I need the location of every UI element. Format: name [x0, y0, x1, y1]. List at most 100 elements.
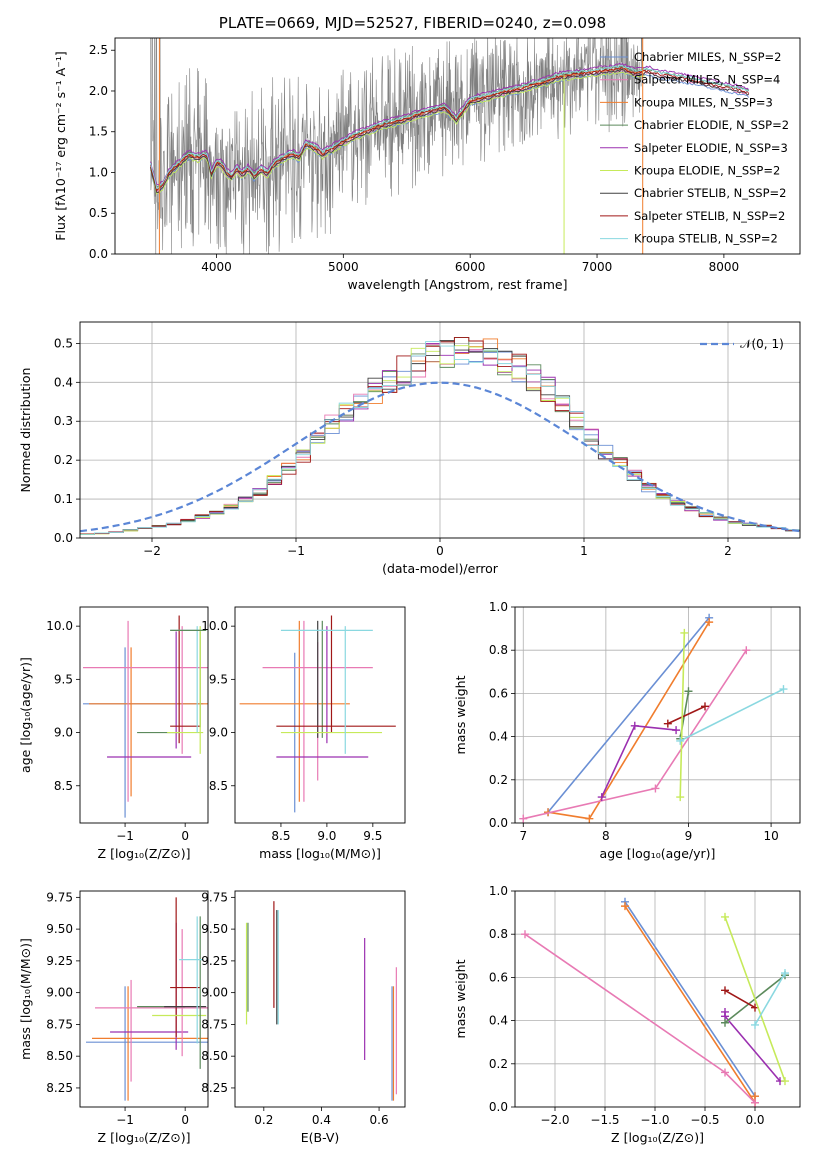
- mass-weight-point: [680, 628, 689, 637]
- mass-weight-point: [676, 793, 685, 802]
- y-tick-label: 2.5: [89, 43, 108, 57]
- residual-histogram: [80, 340, 800, 535]
- plot-area-mass_vs_Z: [86, 897, 208, 1101]
- x-tick-label: −1: [116, 829, 134, 843]
- legend-entry: 𝒩(0, 1): [740, 337, 784, 351]
- y-tick-label: 8.75: [201, 1017, 228, 1031]
- plot-area-weight_vs_age: [515, 607, 800, 823]
- x-axis-label: (data-model)/error: [382, 561, 499, 576]
- y-tick-label: 8.50: [46, 1049, 73, 1063]
- y-tick-label: 10.0: [201, 619, 228, 633]
- axes-weight_vs_Z: −2.0 −1.5 −1.0 −0.5 0.0 0.0 0.2 0.4 0.6 0.8 1.0 Z […: [453, 884, 801, 1145]
- y-tick-label: 9.0: [209, 726, 228, 740]
- mass-weight-point: [781, 969, 789, 978]
- plot-area-spectrum: [150, 38, 750, 254]
- mass-weight-point: [721, 986, 729, 995]
- x-axis-label: E(B-V): [301, 1130, 340, 1145]
- legend-entry: Salpeter MILES, N_SSP=4: [634, 73, 780, 87]
- mass-weight-line: [754, 972, 786, 1026]
- y-tick-label: 2.0: [89, 84, 108, 98]
- x-tick-label: −1: [287, 544, 305, 558]
- y-axis-label: age [log₁₀(age/yr)]: [18, 657, 33, 773]
- y-tick-label: 0.4: [489, 730, 508, 744]
- plot-area-age_vs_Z: [83, 615, 208, 818]
- model-spectrum-line: [150, 64, 750, 189]
- x-tick-label: −1.5: [590, 1113, 619, 1127]
- model-spectrum-line: [150, 71, 646, 195]
- y-tick-label: 0.0: [489, 816, 508, 830]
- mass-weight-point: [721, 1018, 729, 1027]
- mass-weight-point: [751, 1098, 759, 1107]
- legend-entry: Kroupa STELIB, N_SSP=2: [634, 232, 778, 246]
- y-axis-label: mass weight: [453, 675, 468, 754]
- mass-weight-point: [721, 912, 729, 921]
- y-tick-label: 0.8: [489, 927, 508, 941]
- y-tick-label: 9.75: [46, 890, 73, 904]
- mass-weight-point: [676, 736, 685, 745]
- legend-entry: Chabrier STELIB, N_SSP=2: [634, 186, 786, 200]
- mass-weight-point: [663, 719, 672, 728]
- y-tick-label: 0.0: [89, 247, 108, 261]
- y-tick-label: 0.4: [489, 1014, 508, 1028]
- chart-title: PLATE=0669, MJD=52527, FIBERID=0240, z=0…: [219, 14, 606, 32]
- axes-frame: [234, 606, 406, 824]
- x-tick-label: 0: [181, 829, 189, 843]
- y-tick-label: 9.00: [201, 986, 228, 1000]
- mass-weight-point: [779, 685, 788, 694]
- x-tick-label: 4000: [201, 260, 232, 274]
- x-tick-label: 0.0: [745, 1113, 764, 1127]
- mass-weight-point: [721, 1068, 729, 1077]
- mass-weight-line: [724, 916, 786, 1082]
- y-tick-label: 0.3: [54, 414, 73, 428]
- y-tick-label: 0.8: [489, 643, 508, 657]
- y-tick-label: 0.4: [54, 375, 73, 389]
- plot-area-weight_vs_Z: [515, 891, 800, 1107]
- x-axis-label: Z [log₁₀(Z/Z⊙)]: [98, 1130, 191, 1145]
- axes-frame: [79, 321, 801, 539]
- mass-weight-line: [547, 617, 710, 813]
- axes-age_vs_mass: 8.5 9.0 9.5 8.5 9.0 9.5 10.0 mass [log₁₀(M/M⊙)]: [201, 606, 406, 861]
- x-tick-label: 5000: [328, 260, 359, 274]
- axes-frame: [79, 890, 209, 1108]
- y-tick-label: 9.25: [201, 954, 228, 968]
- legend-entry: Chabrier ELODIE, N_SSP=2: [634, 118, 789, 132]
- legend-entry: Kroupa ELODIE, N_SSP=2: [634, 164, 780, 178]
- y-tick-label: 0.1: [54, 492, 73, 506]
- axes-frame: [114, 37, 801, 255]
- residual-histogram: [80, 345, 800, 535]
- axes-frame: [79, 606, 209, 824]
- x-tick-label: −0.5: [690, 1113, 719, 1127]
- x-axis-label: Z [log₁₀(Z/Z⊙)]: [611, 1130, 704, 1145]
- y-tick-label: 0.2: [54, 453, 73, 467]
- mass-weight-point: [630, 721, 639, 730]
- observed-spectrum: [150, 38, 643, 254]
- y-axis-label: Flux [fλ10⁻¹⁷ erg cm⁻² s⁻¹ A⁻¹]: [53, 51, 68, 240]
- x-axis-label: mass [log₁₀(M/M⊙)]: [259, 846, 381, 861]
- y-tick-label: 9.0: [54, 726, 73, 740]
- y-tick-label: 8.25: [201, 1081, 228, 1095]
- x-tick-label: 8: [602, 829, 610, 843]
- y-tick-label: 1.0: [489, 884, 508, 898]
- y-tick-label: 9.00: [46, 986, 73, 1000]
- legend-entry: Kroupa MILES, N_SSP=3: [634, 95, 773, 109]
- model-spectrum-line: [150, 69, 749, 193]
- x-tick-label: 10: [763, 829, 778, 843]
- axes-weight_vs_age: 7 8 9 10 0.0 0.2 0.4 0.6 0.8 1.0 age [log₁₀(age/yr…: [453, 600, 801, 861]
- x-tick-label: 9.5: [363, 829, 382, 843]
- x-tick-label: −2.0: [540, 1113, 569, 1127]
- y-axis-label: Normed distribution: [18, 368, 33, 493]
- y-tick-label: 8.5: [54, 779, 73, 793]
- x-tick-label: 7000: [582, 260, 613, 274]
- x-tick-label: 0: [181, 1113, 189, 1127]
- y-axis-label: mass weight: [453, 959, 468, 1038]
- y-tick-label: 8.50: [201, 1049, 228, 1063]
- x-tick-label: −1.0: [640, 1113, 669, 1127]
- plot-area-residuals: [80, 322, 800, 538]
- x-tick-label: 0.4: [312, 1113, 331, 1127]
- x-tick-label: 7: [519, 829, 527, 843]
- model-spectrum-line: [150, 62, 750, 186]
- x-tick-label: 0.2: [254, 1113, 273, 1127]
- y-tick-label: 9.25: [46, 954, 73, 968]
- mass-weight-point: [621, 902, 629, 911]
- legend: 𝒩(0, 1): [700, 337, 784, 351]
